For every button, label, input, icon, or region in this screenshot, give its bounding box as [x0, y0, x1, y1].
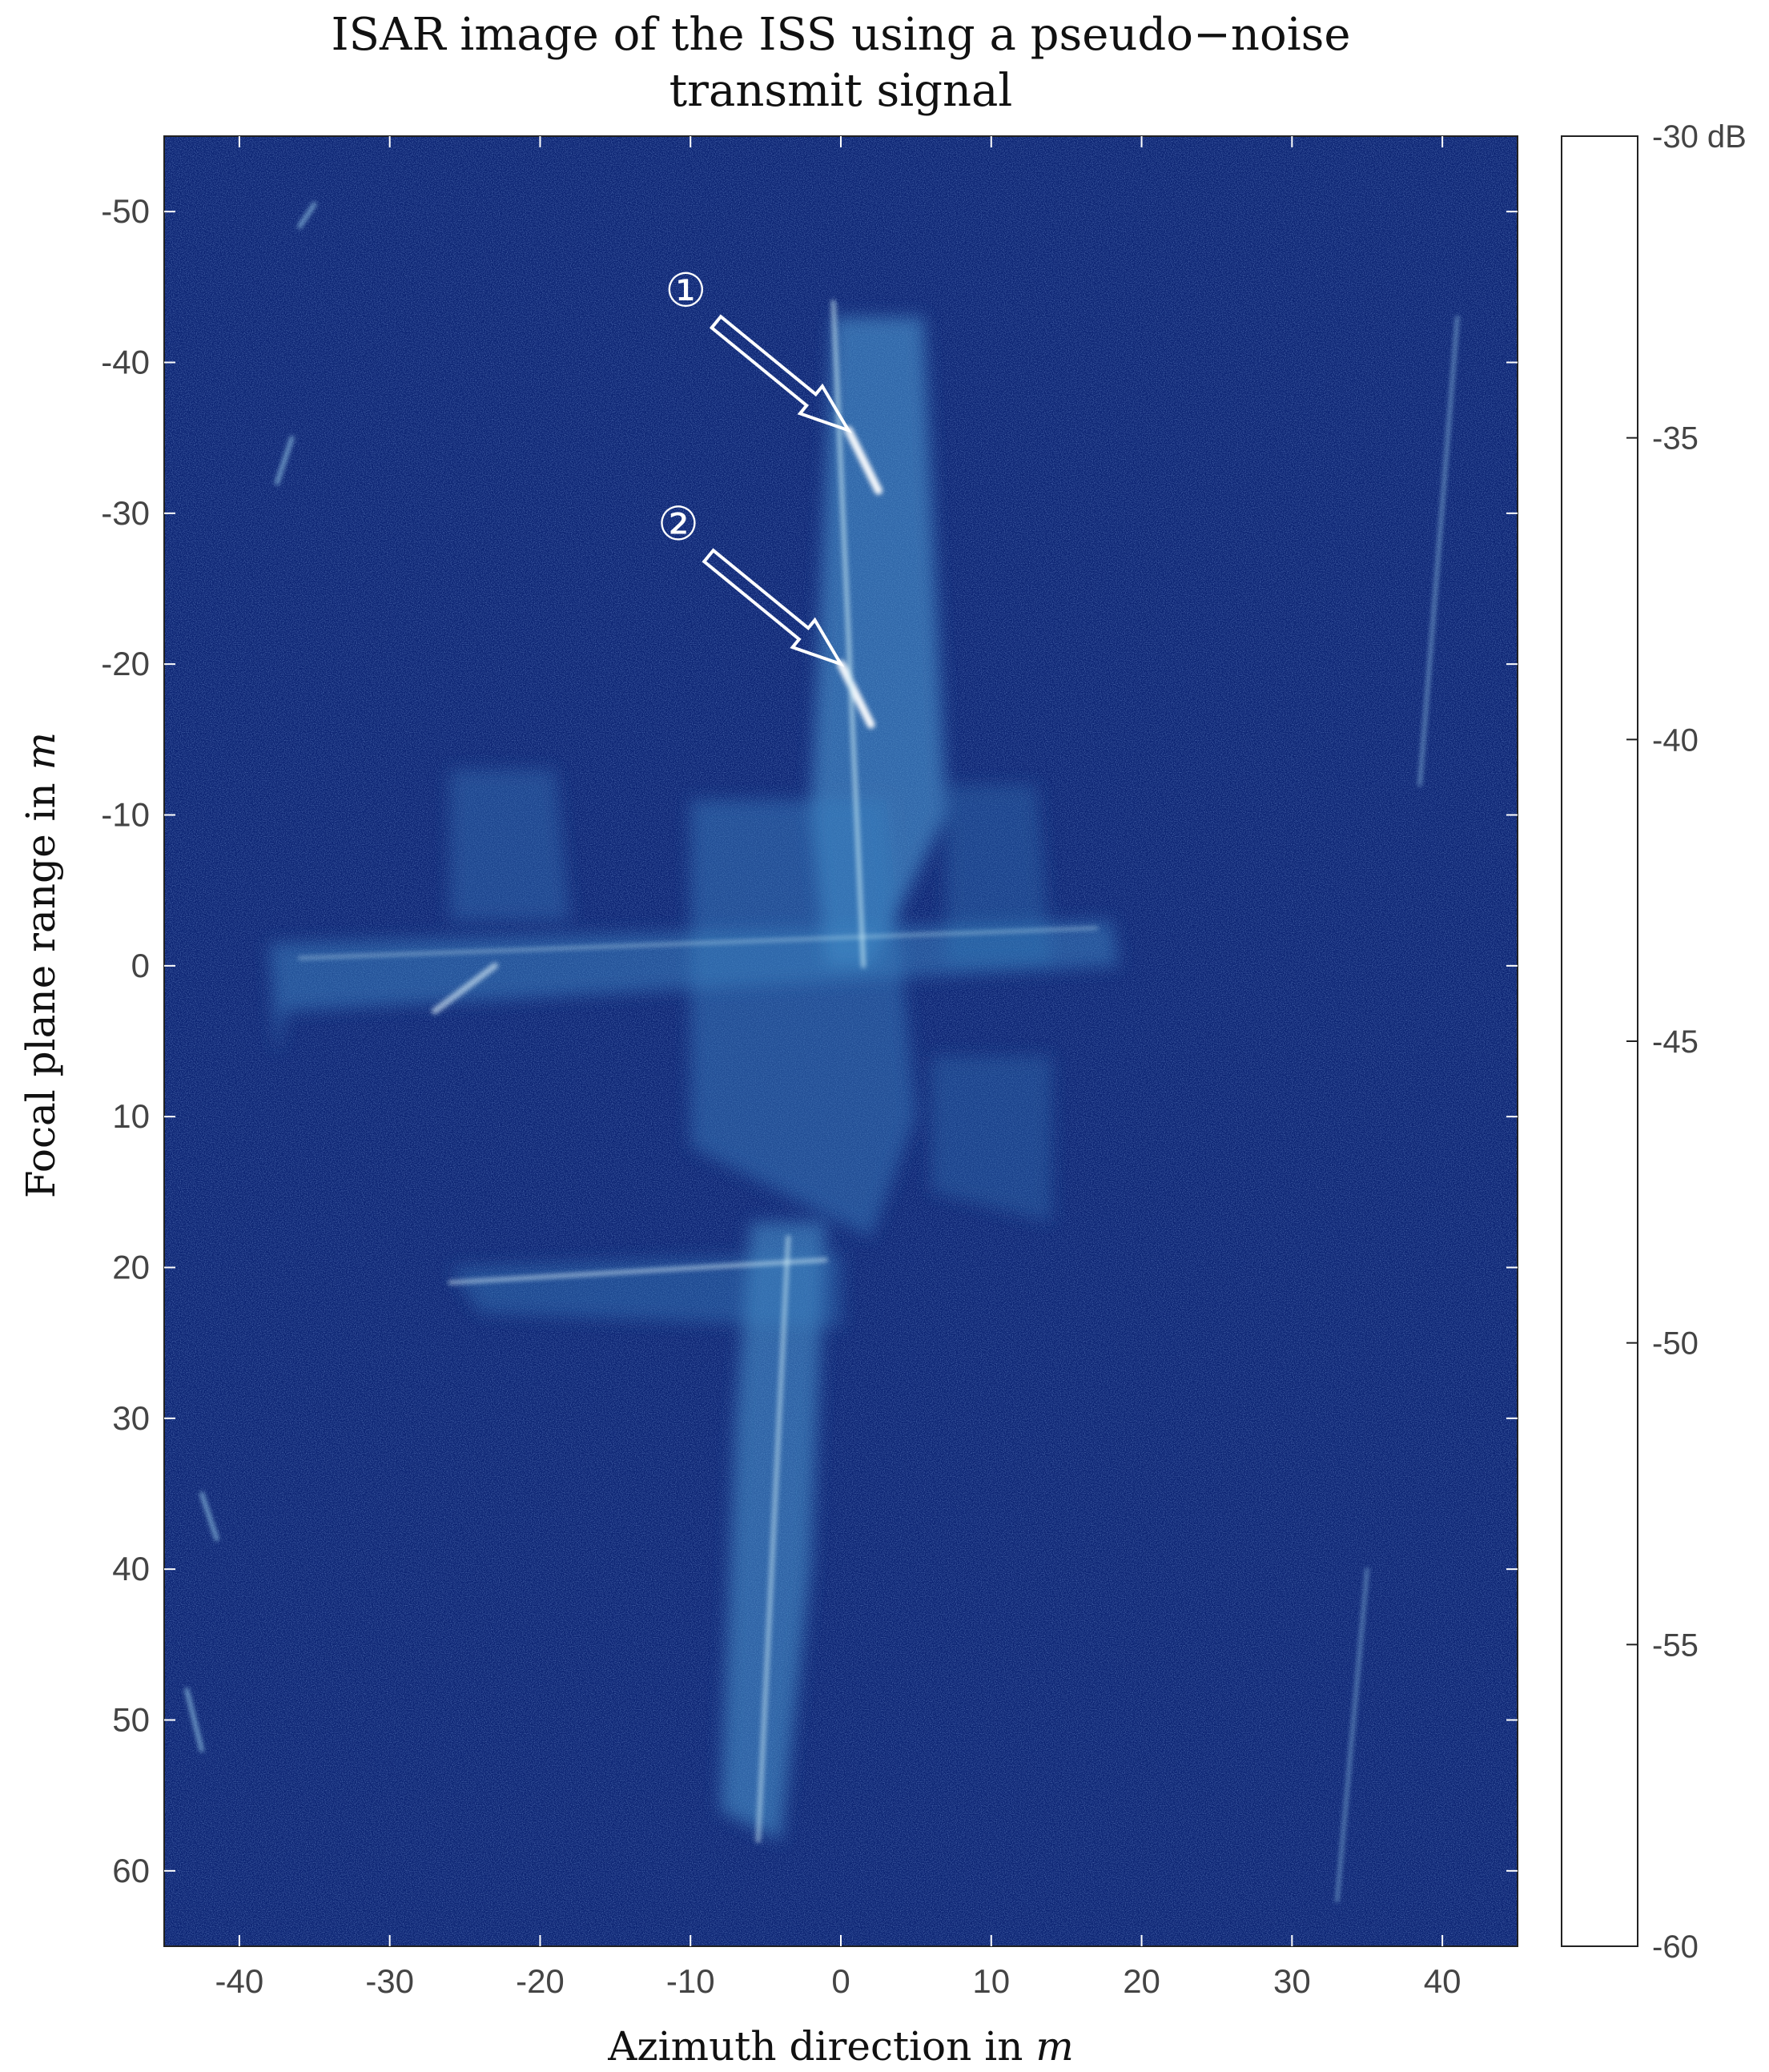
iss-highlights	[184, 202, 1459, 1903]
y-tick-label: 40	[112, 1550, 150, 1587]
y-axis-label-text: Focal plane range in	[18, 783, 64, 1198]
y-tick-label: 30	[112, 1399, 150, 1437]
left-module-glow	[449, 770, 570, 921]
far-left-low-streak	[199, 1491, 219, 1541]
far-right-streak	[1417, 316, 1459, 787]
y-tick-label: 60	[112, 1852, 150, 1889]
iss-glow	[269, 317, 1120, 1841]
y-tick-label: 50	[112, 1701, 150, 1739]
annotation-label: ①	[665, 263, 706, 317]
lower-spine	[755, 1234, 791, 1844]
y-tick-label: -40	[101, 344, 150, 381]
annotation-arrows: ①②	[657, 263, 852, 667]
lower-panel-glow	[449, 1252, 841, 1328]
colorbar-tick-label: -45	[1652, 1024, 1699, 1060]
scatterer-1-streak	[844, 426, 882, 495]
x-axis-label-text: Azimuth direction in	[607, 2023, 1023, 2070]
y-tick-label: -30	[101, 494, 150, 532]
y-tick-label: 20	[112, 1249, 150, 1286]
iss-structure	[184, 202, 1459, 1903]
y-tick-label: 0	[131, 947, 150, 984]
far-left-bottom-streak	[184, 1688, 204, 1752]
annotation-arrow-shape	[709, 314, 852, 433]
y-axis-label-unit: m	[18, 732, 64, 770]
colorbar-tick-label: -50	[1652, 1326, 1699, 1362]
x-tick-label: -40	[215, 1962, 264, 2000]
chart-title-line-2: transmit signal	[669, 65, 1013, 117]
x-tick-label: -10	[666, 1962, 715, 2000]
colorbar-tick-label: -30 dB	[1652, 119, 1747, 155]
x-tick-label: -20	[516, 1962, 565, 2000]
y-axis-label: Focal plane range in m	[18, 732, 64, 1198]
x-tick-label: -30	[365, 1962, 414, 2000]
x-tick-label: 30	[1273, 1962, 1311, 2000]
chart-title-line-1: ISAR image of the ISS using a pseudo−noi…	[332, 9, 1351, 61]
y-tick-label: -10	[101, 796, 150, 834]
colorbar-tick-label: -60	[1652, 1929, 1699, 1965]
x-tick-label: 20	[1123, 1962, 1160, 2000]
lower-panel-spine	[448, 1257, 828, 1285]
y-axis-ticks: -50 -40 -30 -20 -10 0 10 20 30 40 50 60	[101, 192, 1518, 1889]
annotation-arrow	[702, 548, 845, 667]
far-left-top-streak	[297, 202, 317, 229]
colorbar-tick-label: -35	[1652, 421, 1699, 457]
y-tick-label: -50	[101, 192, 150, 230]
heatmap-image	[164, 136, 1518, 1946]
horizontal-spine	[298, 926, 1099, 960]
bottom-right-streak	[1335, 1567, 1369, 1903]
annotation-label: ②	[657, 497, 699, 551]
colorbar-bar	[1561, 135, 1638, 1947]
y-tick-label: -20	[101, 645, 150, 682]
annotation-arrow	[709, 314, 852, 433]
colorbar-tick-label: -55	[1652, 1627, 1699, 1663]
x-axis-label-unit: m	[1035, 2023, 1073, 2070]
right-module-glow	[946, 784, 1051, 966]
left-cluster-streak	[432, 962, 499, 1015]
x-tick-label: 0	[831, 1962, 850, 2000]
x-axis-label: Azimuth direction in m	[607, 2023, 1074, 2070]
right-lower-glow	[931, 1056, 1051, 1222]
x-axis-ticks: -40 -30 -20 -10 0 10 20 30 40	[215, 136, 1461, 2000]
colorbar: -30 dB -35 -40 -45 -50 -55 -60	[1561, 119, 1747, 1965]
scatterer-2-streak	[837, 660, 875, 729]
colorbar-ticks: -30 dB -35 -40 -45 -50 -55 -60	[1626, 119, 1747, 1965]
x-tick-label: 10	[972, 1962, 1010, 2000]
y-tick-label: 10	[112, 1097, 150, 1135]
far-left-mid-streak	[275, 436, 295, 485]
x-tick-label: 40	[1424, 1962, 1461, 2000]
annotation-arrow-shape	[702, 548, 845, 667]
colorbar-tick-label: -40	[1652, 722, 1699, 758]
